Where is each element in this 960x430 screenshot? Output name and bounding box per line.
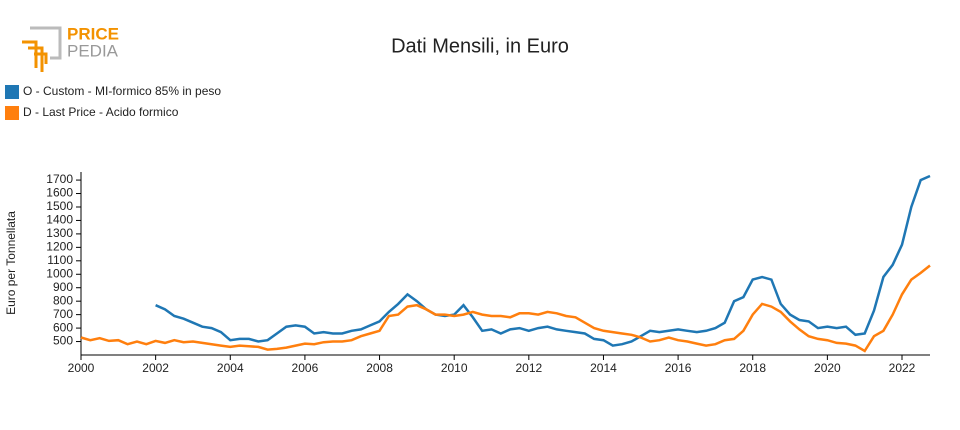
x-tick-label: 2000 xyxy=(68,361,95,375)
y-tick-label: 1100 xyxy=(47,253,73,267)
y-tick-label: 1000 xyxy=(46,266,73,280)
x-tick-label: 2002 xyxy=(142,361,169,375)
logo-bottom: PEDIA xyxy=(67,41,119,60)
y-tick-label: 1400 xyxy=(46,213,73,227)
logo: PRICE PEDIA xyxy=(22,24,119,72)
y-tick-label: 1700 xyxy=(46,172,73,186)
x-tick-label: 2006 xyxy=(292,361,319,375)
y-tick-label: 1500 xyxy=(46,199,73,213)
x-tick-label: 2018 xyxy=(739,361,766,375)
x-tick-label: 2004 xyxy=(217,361,244,375)
y-axis-label: Euro per Tonnellata xyxy=(4,211,18,315)
x-tick-label: 2016 xyxy=(665,361,692,375)
x-tick-label: 2008 xyxy=(366,361,393,375)
y-tick-label: 700 xyxy=(53,307,73,321)
legend-swatch xyxy=(5,85,19,99)
legend-label: O - Custom - MI-formico 85% in peso xyxy=(23,84,221,98)
x-tick-label: 2020 xyxy=(814,361,841,375)
y-tick-label: 900 xyxy=(53,280,73,294)
series-line xyxy=(80,264,931,353)
y-tick-label: 1300 xyxy=(46,226,73,240)
y-tick-label: 500 xyxy=(53,334,73,348)
y-tick-label: 1200 xyxy=(46,240,73,254)
y-tick-label: 800 xyxy=(53,293,73,307)
x-tick-label: 2014 xyxy=(590,361,617,375)
x-tick-label: 2012 xyxy=(515,361,542,375)
y-tick-label: 600 xyxy=(53,320,73,334)
logo-top: PRICE xyxy=(67,24,119,43)
series-line xyxy=(155,174,931,347)
chart-title: Dati Mensili, in Euro xyxy=(391,35,569,57)
x-tick-label: 2010 xyxy=(441,361,468,375)
x-tick-label: 2022 xyxy=(889,361,916,375)
legend-label: D - Last Price - Acido formico xyxy=(23,105,179,119)
legend-swatch xyxy=(5,106,19,120)
y-tick-label: 1600 xyxy=(46,186,73,200)
